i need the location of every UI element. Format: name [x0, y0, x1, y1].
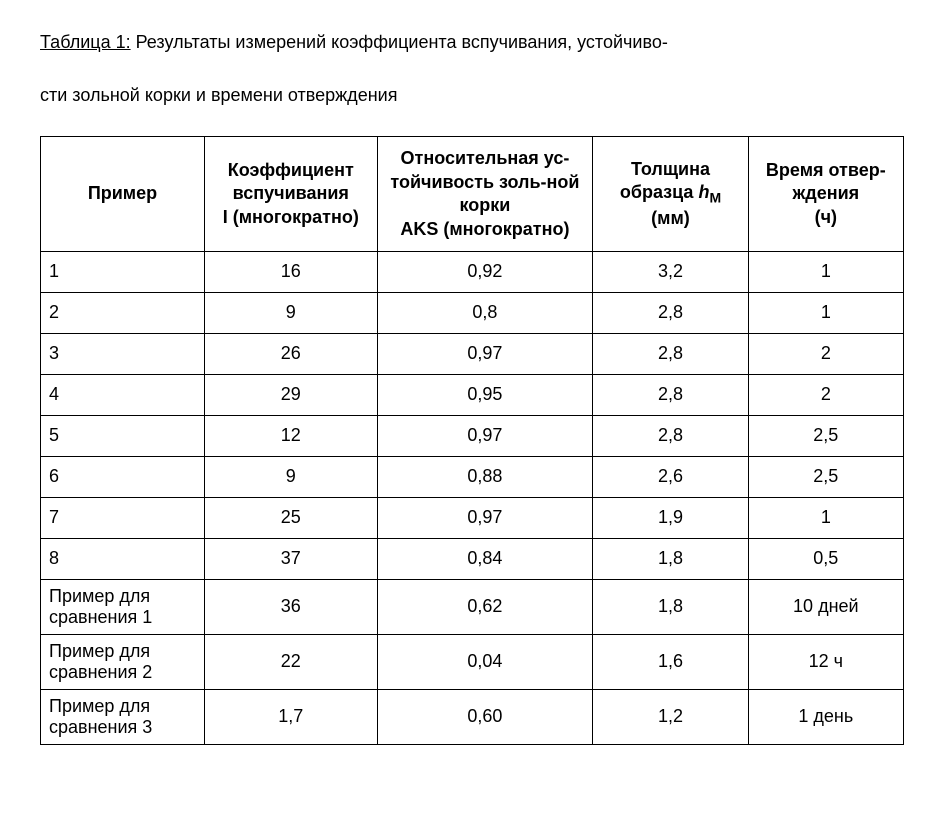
table-row: Пример для сравнения 1360,621,810 дней — [41, 579, 904, 634]
row-coef: 1,7 — [204, 689, 377, 744]
row-coef: 25 — [204, 497, 377, 538]
table-body: 1160,923,21290,82,813260,972,824290,952,… — [41, 251, 904, 744]
caption-text-1: Результаты измерений коэффициента вспучи… — [131, 32, 668, 52]
row-thickness: 1,8 — [593, 538, 748, 579]
row-time: 10 дней — [748, 579, 903, 634]
row-time: 12 ч — [748, 634, 903, 689]
table-row: 290,82,81 — [41, 292, 904, 333]
row-thickness: 1,9 — [593, 497, 748, 538]
table-row: Пример для сравнения 2220,041,612 ч — [41, 634, 904, 689]
table-header-row: Пример Коэффициент вспучивания I (многок… — [41, 137, 904, 252]
row-aks: 0,04 — [377, 634, 593, 689]
row-coef: 36 — [204, 579, 377, 634]
row-thickness: 1,2 — [593, 689, 748, 744]
header-time: Время отвер-ждения (ч) — [748, 137, 903, 252]
row-aks: 0,60 — [377, 689, 593, 744]
table-row: 3260,972,82 — [41, 333, 904, 374]
table-row: Пример для сравнения 31,70,601,21 день — [41, 689, 904, 744]
row-label: 5 — [41, 415, 205, 456]
row-time: 1 — [748, 497, 903, 538]
row-time: 1 день — [748, 689, 903, 744]
row-coef: 22 — [204, 634, 377, 689]
row-label: 6 — [41, 456, 205, 497]
row-label: Пример для сравнения 1 — [41, 579, 205, 634]
row-label: Пример для сравнения 2 — [41, 634, 205, 689]
row-aks: 0,62 — [377, 579, 593, 634]
row-aks: 0,84 — [377, 538, 593, 579]
table-caption-line2: сти зольной корки и времени отверждения — [40, 83, 904, 108]
row-thickness: 1,8 — [593, 579, 748, 634]
row-aks: 0,97 — [377, 497, 593, 538]
row-label: 7 — [41, 497, 205, 538]
results-table: Пример Коэффициент вспучивания I (многок… — [40, 136, 904, 745]
row-aks: 0,92 — [377, 251, 593, 292]
row-coef: 12 — [204, 415, 377, 456]
header-coef: Коэффициент вспучивания I (многократно) — [204, 137, 377, 252]
row-time: 2,5 — [748, 415, 903, 456]
row-coef: 26 — [204, 333, 377, 374]
row-thickness: 2,6 — [593, 456, 748, 497]
row-time: 2,5 — [748, 456, 903, 497]
row-coef: 29 — [204, 374, 377, 415]
row-thickness: 2,8 — [593, 415, 748, 456]
row-label: 8 — [41, 538, 205, 579]
table-row: 5120,972,82,5 — [41, 415, 904, 456]
row-time: 1 — [748, 292, 903, 333]
row-time: 2 — [748, 333, 903, 374]
row-label: 3 — [41, 333, 205, 374]
row-aks: 0,97 — [377, 333, 593, 374]
row-coef: 9 — [204, 292, 377, 333]
row-aks: 0,95 — [377, 374, 593, 415]
table-caption: Таблица 1: Результаты измерений коэффици… — [40, 30, 904, 55]
row-thickness: 2,8 — [593, 292, 748, 333]
header-example: Пример — [41, 137, 205, 252]
table-row: 690,882,62,5 — [41, 456, 904, 497]
row-thickness: 3,2 — [593, 251, 748, 292]
header-thickness: Толщина образца hМ (мм) — [593, 137, 748, 252]
row-time: 0,5 — [748, 538, 903, 579]
row-time: 1 — [748, 251, 903, 292]
row-coef: 9 — [204, 456, 377, 497]
row-label: 1 — [41, 251, 205, 292]
row-aks: 0,88 — [377, 456, 593, 497]
row-thickness: 2,8 — [593, 374, 748, 415]
row-thickness: 1,6 — [593, 634, 748, 689]
row-label: Пример для сравнения 3 — [41, 689, 205, 744]
row-thickness: 2,8 — [593, 333, 748, 374]
row-coef: 16 — [204, 251, 377, 292]
table-row: 4290,952,82 — [41, 374, 904, 415]
table-label: Таблица 1: — [40, 32, 131, 52]
table-row: 8370,841,80,5 — [41, 538, 904, 579]
row-label: 2 — [41, 292, 205, 333]
row-time: 2 — [748, 374, 903, 415]
table-row: 7250,971,91 — [41, 497, 904, 538]
header-aks: Относительная ус-тойчивость золь-ной кор… — [377, 137, 593, 252]
row-coef: 37 — [204, 538, 377, 579]
row-aks: 0,97 — [377, 415, 593, 456]
row-label: 4 — [41, 374, 205, 415]
row-aks: 0,8 — [377, 292, 593, 333]
table-row: 1160,923,21 — [41, 251, 904, 292]
